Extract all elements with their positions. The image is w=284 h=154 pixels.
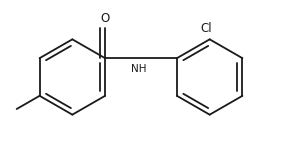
Text: O: O (101, 12, 110, 25)
Text: NH: NH (131, 64, 147, 74)
Text: Cl: Cl (201, 22, 212, 35)
